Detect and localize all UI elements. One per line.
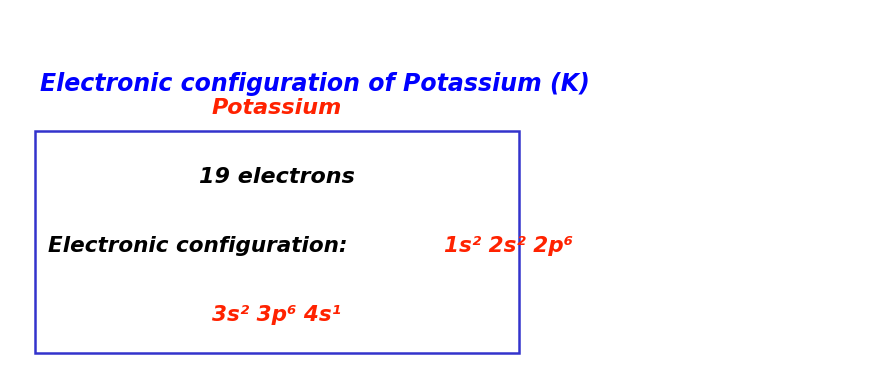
Text: 19 electrons: 19 electrons	[198, 167, 355, 187]
Text: Electronic configuration of Potassium (K): Electronic configuration of Potassium (K…	[40, 73, 588, 96]
Text: 3s² 3p⁶ 4s¹: 3s² 3p⁶ 4s¹	[212, 305, 341, 325]
Text: Potassium: Potassium	[212, 98, 342, 118]
Text: 1s² 2s² 2p⁶: 1s² 2s² 2p⁶	[444, 236, 572, 256]
Text: Electronic configuration:: Electronic configuration:	[48, 236, 355, 256]
